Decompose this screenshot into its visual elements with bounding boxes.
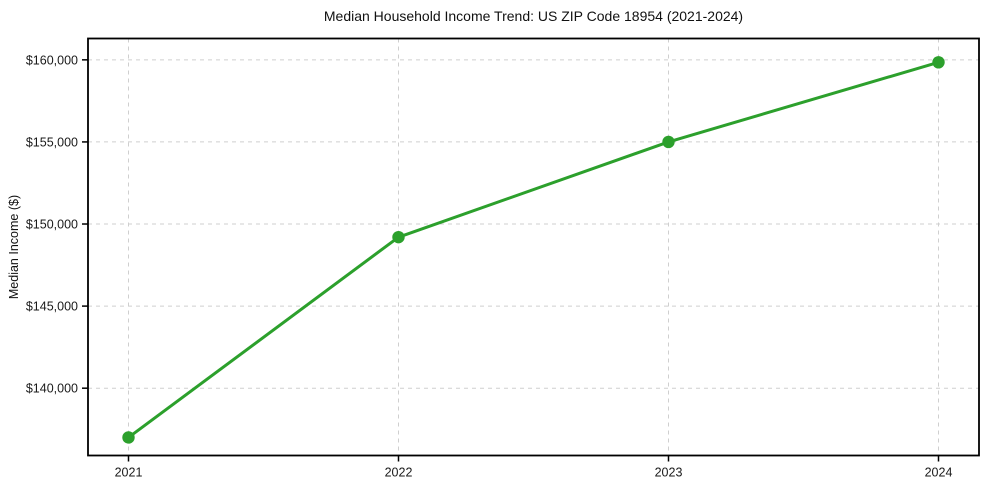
data-point-2024	[932, 56, 945, 69]
data-point-2023	[662, 135, 675, 149]
x-tick-label: 2024	[925, 466, 953, 480]
y-tick-label: $140,000	[26, 382, 78, 396]
y-axis-title: Median Income ($)	[7, 194, 21, 300]
x-tick-label: 2023	[655, 466, 683, 480]
data-point-2022	[392, 230, 405, 244]
x-tick-label: 2022	[385, 466, 413, 480]
y-tick-label: $145,000	[26, 300, 78, 314]
y-tick-label: $160,000	[26, 53, 78, 67]
trend-line	[127, 60, 940, 439]
y-tick-label: $155,000	[26, 135, 78, 149]
y-tick-label: $150,000	[26, 218, 78, 232]
chart-title: Median Household Income Trend: US ZIP Co…	[323, 8, 744, 24]
plot-border	[87, 37, 980, 457]
x-tick-label: 2021	[115, 466, 143, 480]
data-point-2021	[122, 431, 135, 444]
